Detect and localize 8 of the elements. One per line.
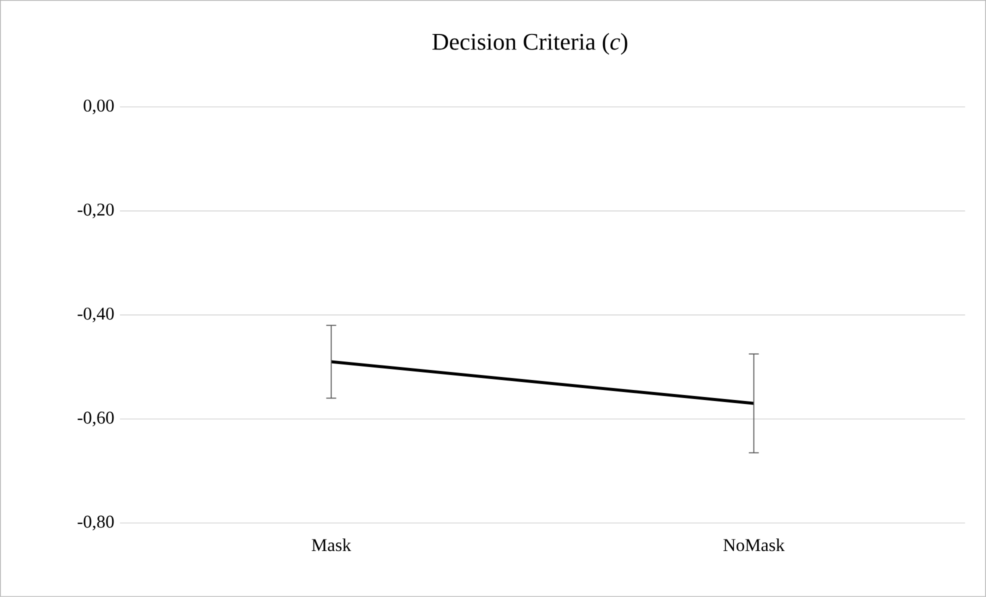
y-tick-label: -0,40 bbox=[78, 308, 114, 322]
y-tick-label: 0,00 bbox=[84, 100, 114, 114]
x-tick-label: Mask bbox=[312, 538, 352, 552]
x-tick-label: NoMask bbox=[723, 538, 785, 552]
chart-title: Decision Criteria (c) bbox=[432, 33, 628, 55]
y-tick-label: -0,60 bbox=[78, 412, 114, 426]
y-tick-label: -0,80 bbox=[78, 516, 114, 530]
y-tick-label: -0,20 bbox=[78, 204, 114, 218]
